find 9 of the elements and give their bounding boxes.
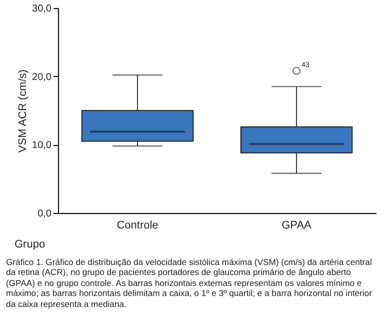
y-tick-label: 0,0: [38, 208, 52, 220]
y-tick-label: 10,0: [32, 140, 52, 152]
x-axis-title: Grupo: [14, 238, 46, 250]
text: Gráfico 1. Gráfico de distribuição da velocidade sistólica máxima (VSM) (cm/s) da artéria central da retina (ACR), no grupo de pacientes portadores de glaucoma primário de ângulo aberto (GPAA) e no grupo controle. As barras horizontais externas representam os valores mínimo e máximo; as barras horizontais delimitam a caixa, o 1º e 3º quartil; e a barra horizontal no interior da caixa representa a mediana.: [6, 257, 373, 310]
y-tick-label: 30,0: [32, 4, 52, 14]
x-tick-label: GPAA: [282, 220, 312, 232]
x-tick-label: Controle: [116, 220, 158, 232]
y-axis-title: VSM ACR (cm/s): [17, 69, 30, 153]
y-tick-label: 20,0: [32, 72, 52, 83]
